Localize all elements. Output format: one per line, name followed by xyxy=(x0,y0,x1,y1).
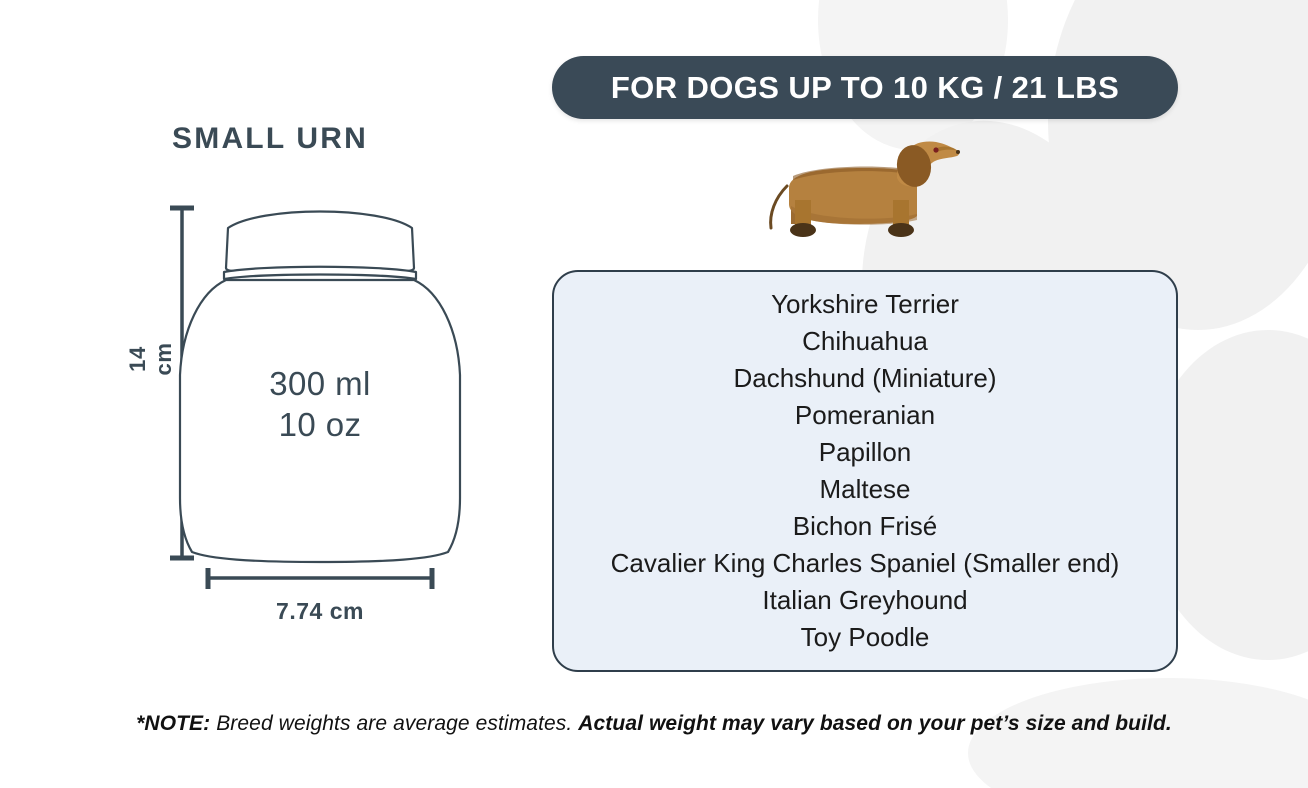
list-item: Cavalier King Charles Spaniel (Smaller e… xyxy=(610,547,1120,578)
footnote: *NOTE: Breed weights are average estimat… xyxy=(0,712,1308,736)
dachshund-illustration xyxy=(765,130,965,255)
footnote-middle: Breed weights are average estimates. xyxy=(210,712,579,735)
dog-nose-icon xyxy=(956,150,960,154)
footnote-emphasis: Actual weight may vary based on your pet… xyxy=(578,712,1172,735)
urn-diagram-panel: SMALL URN xyxy=(0,0,540,700)
urn-title: SMALL URN xyxy=(172,122,368,155)
list-item: Bichon Frisé xyxy=(792,510,938,541)
list-item: Maltese xyxy=(819,474,911,504)
dog-hindleg-icon xyxy=(795,200,811,228)
urn-lid xyxy=(224,210,416,273)
urn-drawing xyxy=(0,180,540,650)
dachshund-icon xyxy=(769,141,960,237)
dog-eye-icon xyxy=(933,147,939,153)
list-item: Dachshund (Miniature) xyxy=(733,363,997,394)
weight-range-text: FOR DOGS UP TO 10 KG / 21 LBS xyxy=(610,69,1120,105)
list-item: Pomeranian xyxy=(794,400,936,431)
list-item: Papillon xyxy=(818,437,912,468)
dog-tail-icon xyxy=(769,184,789,230)
list-item: Chihuahua xyxy=(802,326,928,357)
urn-lid-rim xyxy=(222,265,418,281)
urn-svg xyxy=(170,205,462,589)
list-item: Yorkshire Terrier xyxy=(771,289,959,320)
breed-list-panel: Yorkshire Terrier Chihuahua Dachshund (M… xyxy=(552,270,1178,672)
dog-paw-rear-icon xyxy=(790,223,816,237)
urn-height-label: 14 cm xyxy=(125,342,176,376)
dog-paw-front-icon xyxy=(888,223,914,237)
list-item: Italian Greyhound xyxy=(762,584,968,615)
urn-width-label: 7.74 cm xyxy=(276,598,364,624)
footnote-prefix: *NOTE: xyxy=(136,712,211,735)
width-dimension-line xyxy=(205,568,435,589)
list-item: Toy Poodle xyxy=(800,621,930,652)
urn-body xyxy=(178,278,462,564)
weight-range-banner: FOR DOGS UP TO 10 KG / 21 LBS xyxy=(552,56,1178,119)
